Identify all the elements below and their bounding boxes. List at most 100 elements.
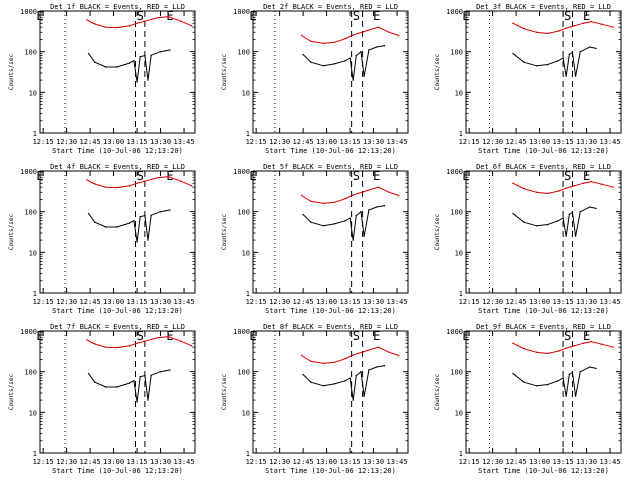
series-events-point [571, 51, 574, 54]
series-lld-point [144, 20, 146, 22]
series-events-point [565, 235, 567, 237]
x-tick-label: 12:45 [293, 138, 314, 146]
series-events-point [94, 381, 96, 383]
x-tick-label: 13:00 [316, 298, 337, 306]
series-events-line [512, 46, 597, 77]
series-events-point [333, 63, 336, 65]
y-tick-label: 1 [33, 450, 37, 458]
y-tick-label: 100 [450, 49, 463, 57]
series-lld-point [369, 28, 372, 31]
plot-frame [465, 170, 622, 294]
series-events-point [523, 61, 525, 63]
series-events-point [546, 383, 549, 386]
y-tick-label: 100 [24, 209, 37, 217]
series-events-point [363, 395, 365, 397]
series-events-point [375, 366, 378, 368]
series-events-line [88, 369, 170, 403]
x-tick-label: 12:45 [80, 298, 101, 306]
series-lld-point [582, 342, 585, 344]
x-tick-label: 13:15 [340, 298, 361, 306]
series-events-point [302, 213, 304, 216]
series-lld-line [301, 26, 399, 44]
series-events-line [302, 45, 385, 81]
series-lld-point [582, 22, 585, 24]
x-tick-label: 13:30 [150, 138, 171, 146]
series-events-point [568, 373, 571, 376]
y-tick-label: 1000 [20, 8, 37, 16]
y-tick-label: 1 [33, 290, 37, 298]
y-axis-label: Counts/sec [434, 214, 441, 251]
series-lld-point [333, 201, 336, 203]
series-events-line [302, 205, 385, 241]
series-events-point [349, 57, 351, 59]
series-lld-point [322, 202, 325, 205]
series-lld-point [523, 347, 525, 350]
x-tick-label: 12:30 [269, 138, 290, 146]
series-events-point [310, 381, 312, 383]
y-tick-label: 100 [450, 369, 463, 377]
y-tick-label: 1000 [20, 168, 37, 176]
x-tick-label: 13:00 [529, 298, 550, 306]
series-events-line [302, 365, 385, 401]
series-events-point [349, 217, 351, 219]
x-axis-label: Start Time (10-Jul-06 12:13:20) [478, 147, 609, 155]
series-lld-point [357, 192, 359, 195]
series-lld-point [128, 185, 130, 187]
series-lld-point [523, 27, 525, 30]
series-events-point [595, 47, 597, 50]
series-lld-point [116, 346, 118, 349]
series-lld-point [116, 26, 118, 29]
series-lld-point [156, 177, 159, 179]
y-axis-label: Counts/sec [8, 54, 15, 91]
marker-label-e: E [583, 329, 590, 343]
marker-label-e: E [249, 9, 256, 23]
series-events-point [565, 395, 567, 397]
series-lld-point [350, 34, 353, 37]
series-lld-point [369, 188, 372, 191]
x-tick-label: 13:45 [387, 458, 408, 466]
x-tick-label: 12:30 [269, 298, 290, 306]
y-tick-label: 10 [455, 409, 463, 417]
series-lld-point [601, 343, 603, 346]
marker-label-e: E [583, 169, 590, 183]
x-tick-label: 13:30 [576, 458, 597, 466]
series-events-point [546, 63, 549, 66]
x-axis-label: Start Time (10-Jul-06 12:13:20) [265, 467, 396, 475]
y-tick-label: 10 [455, 89, 463, 97]
series-lld-point [590, 180, 592, 183]
y-axis-label: Counts/sec [221, 374, 228, 411]
series-lld-point [546, 32, 549, 35]
series-lld-point [369, 348, 372, 351]
series-events-point [139, 376, 141, 378]
series-events-point [562, 57, 564, 59]
marker-label-s: S [353, 169, 360, 183]
series-events-point [147, 79, 149, 81]
series-events-point [169, 49, 171, 51]
series-lld-point [136, 182, 138, 184]
y-tick-label: 100 [237, 49, 250, 57]
series-lld-point [300, 34, 303, 37]
x-tick-label: 13:15 [127, 298, 148, 306]
series-events-point [383, 205, 386, 207]
series-lld-point [116, 186, 118, 189]
x-tick-label: 12:15 [459, 298, 480, 306]
series-lld-point [350, 194, 353, 197]
series-lld-point [144, 340, 146, 342]
series-events-point [136, 241, 138, 243]
series-events-point [344, 379, 347, 382]
series-events-point [116, 226, 118, 228]
plot-frame [252, 170, 409, 294]
marker-label-s: S [137, 169, 144, 183]
marker-label-e: E [166, 169, 173, 183]
series-events-point [147, 399, 149, 401]
series-events-point [333, 223, 336, 225]
y-tick-label: 1 [246, 290, 250, 298]
x-tick-label: 12:45 [293, 458, 314, 466]
marker-label-e: E [249, 329, 256, 343]
series-events-point [383, 365, 386, 367]
y-tick-label: 1000 [233, 168, 250, 176]
series-lld-point [601, 23, 603, 26]
series-events-point [360, 370, 362, 373]
x-tick-label: 13:00 [316, 138, 337, 146]
series-lld-point [180, 20, 182, 22]
